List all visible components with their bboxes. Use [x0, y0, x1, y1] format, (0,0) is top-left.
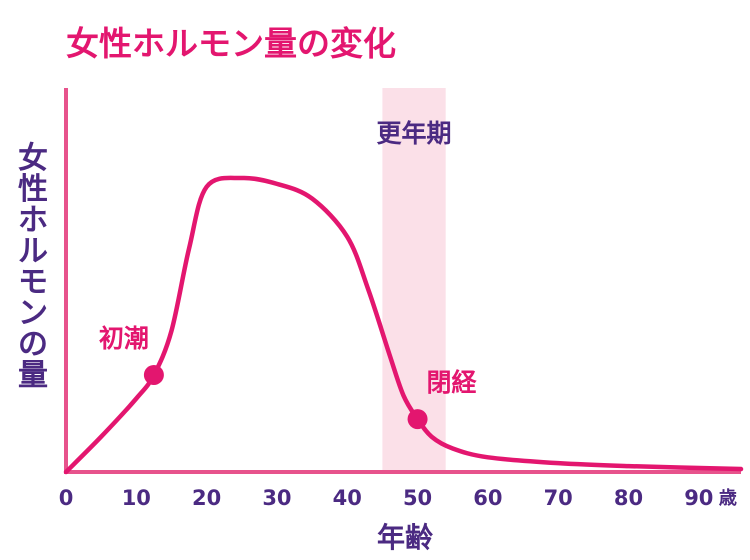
- menopause-band: [382, 88, 446, 472]
- y-axis-label-char: 女: [18, 141, 48, 176]
- x-tick-label: 10: [122, 486, 151, 510]
- x-tick-label: 70: [544, 486, 573, 510]
- event-label: 初潮: [99, 324, 149, 353]
- x-axis-label: 年齢: [377, 521, 433, 554]
- x-tick-label: 80: [614, 486, 643, 510]
- y-axis-label-char: の: [18, 327, 48, 362]
- x-tick-label: 30: [262, 486, 291, 510]
- y-axis-label-char: ン: [18, 296, 48, 331]
- x-tick-label: 0: [59, 486, 74, 510]
- y-axis-label-char: ホ: [18, 203, 48, 238]
- x-tick-labels: 0 10 20 30 40 50 60 70 80 90: [59, 486, 714, 510]
- hormone-curve: [63, 175, 744, 475]
- event-label: 閉経: [427, 368, 478, 397]
- x-tick-label: 50: [403, 486, 432, 510]
- x-tick-label: 40: [333, 486, 362, 510]
- event-marker-dot: [407, 409, 428, 430]
- event-marker-dot: [143, 364, 164, 385]
- x-tick-label: 60: [473, 486, 502, 510]
- chart-title: 女性ホルモン量の変化: [66, 24, 396, 63]
- x-tick-label: 90: [684, 486, 713, 510]
- x-tick-label: 20: [192, 486, 221, 510]
- y-axis-label-char: モ: [18, 265, 48, 300]
- x-unit-label: 歳: [719, 488, 737, 509]
- y-axis-label-char: 性: [18, 172, 48, 207]
- y-axis-label-char: ル: [18, 234, 48, 269]
- band-label: 更年期: [377, 119, 452, 148]
- y-axis-label-char: 量: [18, 358, 48, 393]
